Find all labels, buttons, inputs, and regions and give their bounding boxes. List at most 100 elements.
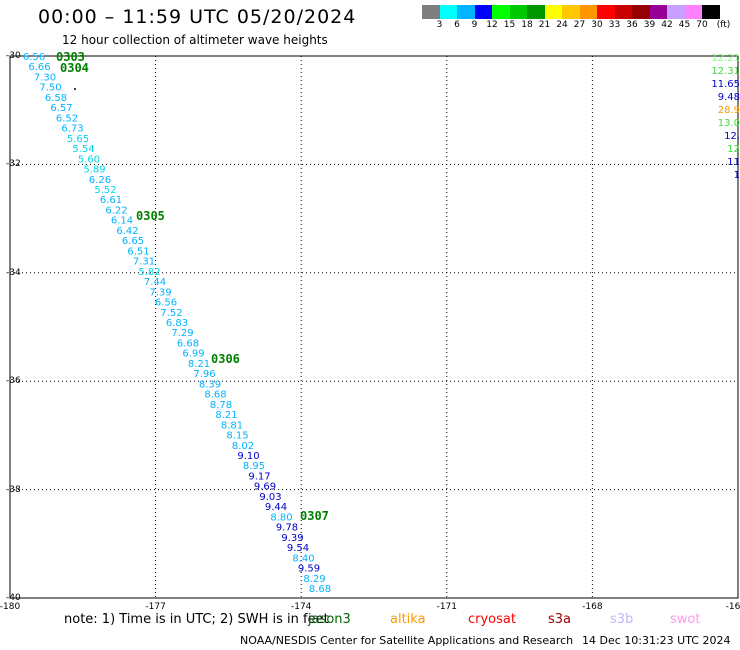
color-scale-tick: 30 [591, 20, 603, 30]
map-note: note: 1) Time is in UTC; 2) SWH is in fe… [64, 612, 329, 627]
wave-height-label: 7.50 [39, 83, 61, 94]
edge-wave-height-label: 12.21 [711, 53, 740, 64]
color-swatch [509, 5, 527, 19]
legend-item-s3b: s3b [610, 612, 634, 627]
color-scale-unit: (ft) [716, 20, 731, 30]
wave-height-label: 8.81 [221, 420, 243, 431]
color-scale-tick: 12 [486, 20, 498, 30]
color-swatch [474, 5, 492, 19]
color-swatch [492, 5, 510, 19]
wave-height-label: 6.61 [100, 195, 122, 206]
color-scale-tick: 33 [608, 20, 621, 30]
color-swatch [544, 5, 562, 19]
wave-height-label: 8.39 [199, 379, 221, 390]
wave-height-label: 7.30 [34, 72, 56, 83]
wave-height-label: 8.21 [215, 410, 237, 421]
time-marker: 0305 [136, 209, 165, 223]
color-scale-tick: 39 [643, 20, 656, 30]
wave-height-label: 6.52 [56, 113, 78, 124]
wave-height-label: 6.57 [50, 103, 72, 114]
edge-wave-height-label: 13.0 [718, 118, 740, 129]
wave-height-label: 8.80 [270, 512, 292, 523]
wave-height-label: 9.10 [237, 451, 259, 462]
wave-height-label: 7.31 [133, 257, 155, 268]
color-swatch [597, 5, 615, 19]
color-scale-tick: 18 [521, 20, 533, 30]
time-marker: 0306 [211, 352, 240, 366]
wave-height-label: 9.44 [265, 502, 287, 513]
color-scale-tick: 24 [556, 20, 568, 30]
legend-item-altika: altika [390, 612, 426, 627]
track-dot [74, 88, 76, 90]
legend-item-cryosat: cryosat [468, 612, 516, 627]
time-marker: 0304 [60, 61, 89, 75]
wave-height-label: 5.89 [83, 165, 105, 176]
latitude-tick: -40 [6, 593, 21, 603]
wave-height-label: 8.68 [204, 390, 226, 401]
wave-height-label: 8.78 [210, 400, 232, 411]
wave-height-label: 6.99 [182, 349, 204, 360]
color-scale-tick: 15 [503, 20, 516, 30]
longitude-tick: -171 [436, 602, 458, 612]
color-swatch [422, 5, 440, 19]
color-swatch [579, 5, 597, 19]
wave-height-label: 6.83 [166, 318, 188, 329]
wave-height-label: 7.52 [160, 308, 182, 319]
wave-height-label: 6.56 [23, 52, 45, 63]
color-scale-tick: 6 [454, 20, 460, 30]
wave-height-label: 6.68 [177, 338, 199, 349]
color-swatch [632, 5, 650, 19]
wave-height-label: 9.78 [276, 523, 298, 534]
edge-wave-height-label: 11 [727, 157, 740, 168]
time-marker: 0303 [56, 50, 85, 64]
latitude-tick: -36 [6, 376, 21, 387]
legend-item-swot: swot [670, 612, 701, 627]
wave-height-label: 9.03 [259, 492, 281, 503]
longitude-tick: -177 [145, 602, 166, 612]
edge-wave-height-label: 9.48 [718, 92, 740, 103]
wave-height-label: 6.65 [122, 236, 144, 247]
color-swatch [702, 5, 720, 19]
color-scale-tick: 21 [538, 20, 551, 30]
wave-height-label: 5.82 [138, 267, 160, 278]
wave-height-label: 6.42 [116, 226, 138, 237]
edge-wave-height-label: 12.31 [711, 66, 740, 77]
wave-height-label: 8.40 [292, 553, 314, 564]
wave-height-label: 9.17 [248, 471, 270, 482]
wave-height-label: 6.26 [89, 175, 111, 186]
wave-height-label: 6.56 [155, 298, 177, 309]
latitude-tick: -38 [6, 484, 21, 495]
wave-height-label: 9.39 [281, 533, 303, 544]
edge-wave-height-label: 12 [727, 144, 740, 155]
wave-height-label: 9.69 [254, 482, 276, 493]
color-scale-tick: 42 [661, 20, 673, 30]
color-scale-tick: 70 [696, 20, 708, 30]
longitude-tick: -174 [290, 602, 312, 612]
color-scale-labels: 3 6 9 12 15 18 21 24 27 30 33 36 39 42 45 70 (ft) [422, 20, 740, 32]
wave-height-label: 9.54 [287, 543, 309, 554]
wave-height-label: 6.14 [111, 216, 133, 227]
wave-height-label: 8.21 [188, 359, 210, 370]
edge-wave-height-label: 28.9 [718, 105, 740, 116]
color-scale-bar [422, 5, 720, 19]
wave-height-label: 7.44 [144, 277, 166, 288]
wave-height-label: 8.29 [303, 574, 325, 585]
color-swatch [614, 5, 632, 19]
wave-height-label: 5.60 [78, 154, 100, 165]
color-swatch [457, 5, 475, 19]
map-frame [9, 55, 739, 599]
page-subtitle: 12 hour collection of altimeter wave hei… [62, 33, 328, 47]
wave-height-label: 6.66 [28, 62, 50, 73]
wave-height-label: 8.68 [309, 584, 331, 595]
wave-height-label: 6.22 [105, 205, 127, 216]
latitude-tick: -32 [6, 159, 21, 170]
edge-wave-height-label: 12. [724, 131, 740, 142]
wave-height-label: 6.51 [127, 246, 149, 257]
footer-timestamp: 14 Dec 10:31:23 UTC 2024 [582, 634, 731, 647]
wave-height-label: 8.95 [243, 461, 265, 472]
wave-height-label: 5.52 [94, 185, 116, 196]
color-scale-tick: 45 [678, 20, 691, 30]
color-swatch [684, 5, 702, 19]
color-scale-tick: 3 [436, 20, 443, 30]
